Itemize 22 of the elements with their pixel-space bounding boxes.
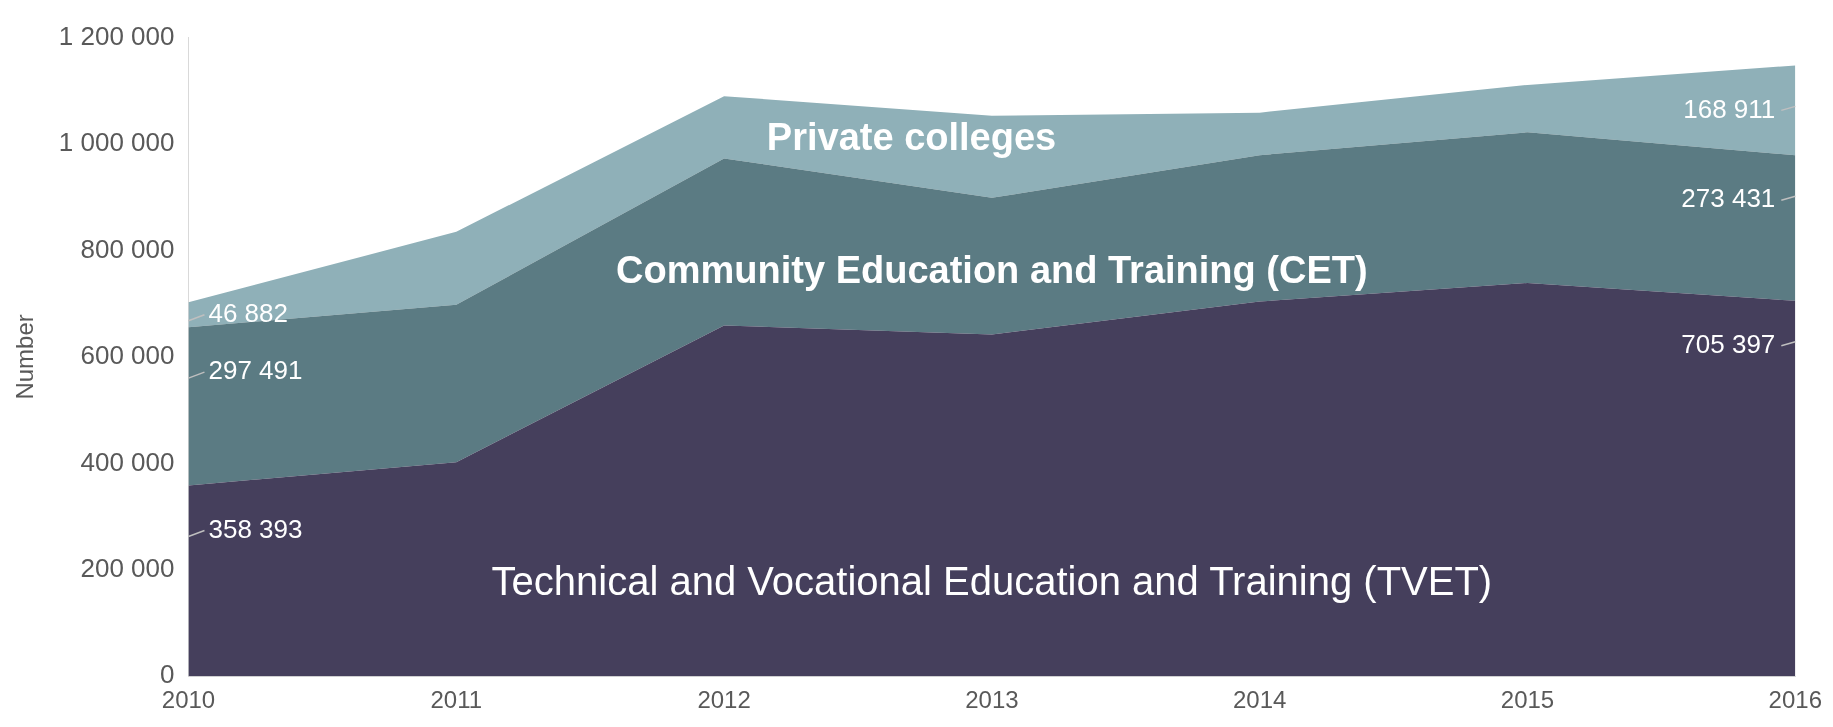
series-label: Community Education and Training (CET): [616, 248, 1368, 291]
y-tick-label: 600 000: [80, 340, 175, 371]
x-tick-label: 2011: [430, 686, 483, 714]
series-label: Private colleges: [766, 116, 1057, 159]
data-label: 297 491: [208, 355, 303, 386]
data-label: 273 431: [1681, 183, 1776, 214]
x-tick-label: 2016: [1768, 686, 1822, 714]
x-tick-label: 2015: [1500, 686, 1555, 714]
data-label: 705 397: [1681, 328, 1776, 359]
data-label: 358 393: [208, 513, 303, 544]
data-label: 168 911: [1683, 93, 1776, 124]
x-tick-label: 2013: [965, 686, 1019, 714]
x-tick-label: 2014: [1233, 686, 1287, 714]
y-axis-title: Number: [11, 314, 39, 400]
y-tick-label: 800 000: [80, 233, 175, 264]
y-tick-label: 1 200 000: [58, 20, 175, 51]
y-tick-label: 1 000 000: [58, 127, 175, 158]
data-label: 46 882: [208, 297, 288, 328]
x-tick-label: 2012: [697, 686, 751, 714]
series-label: Technical and Vocational Education and Training (TVET): [491, 558, 1493, 603]
y-tick-label: 400 000: [80, 446, 175, 477]
y-tick-label: 200 000: [80, 552, 175, 583]
